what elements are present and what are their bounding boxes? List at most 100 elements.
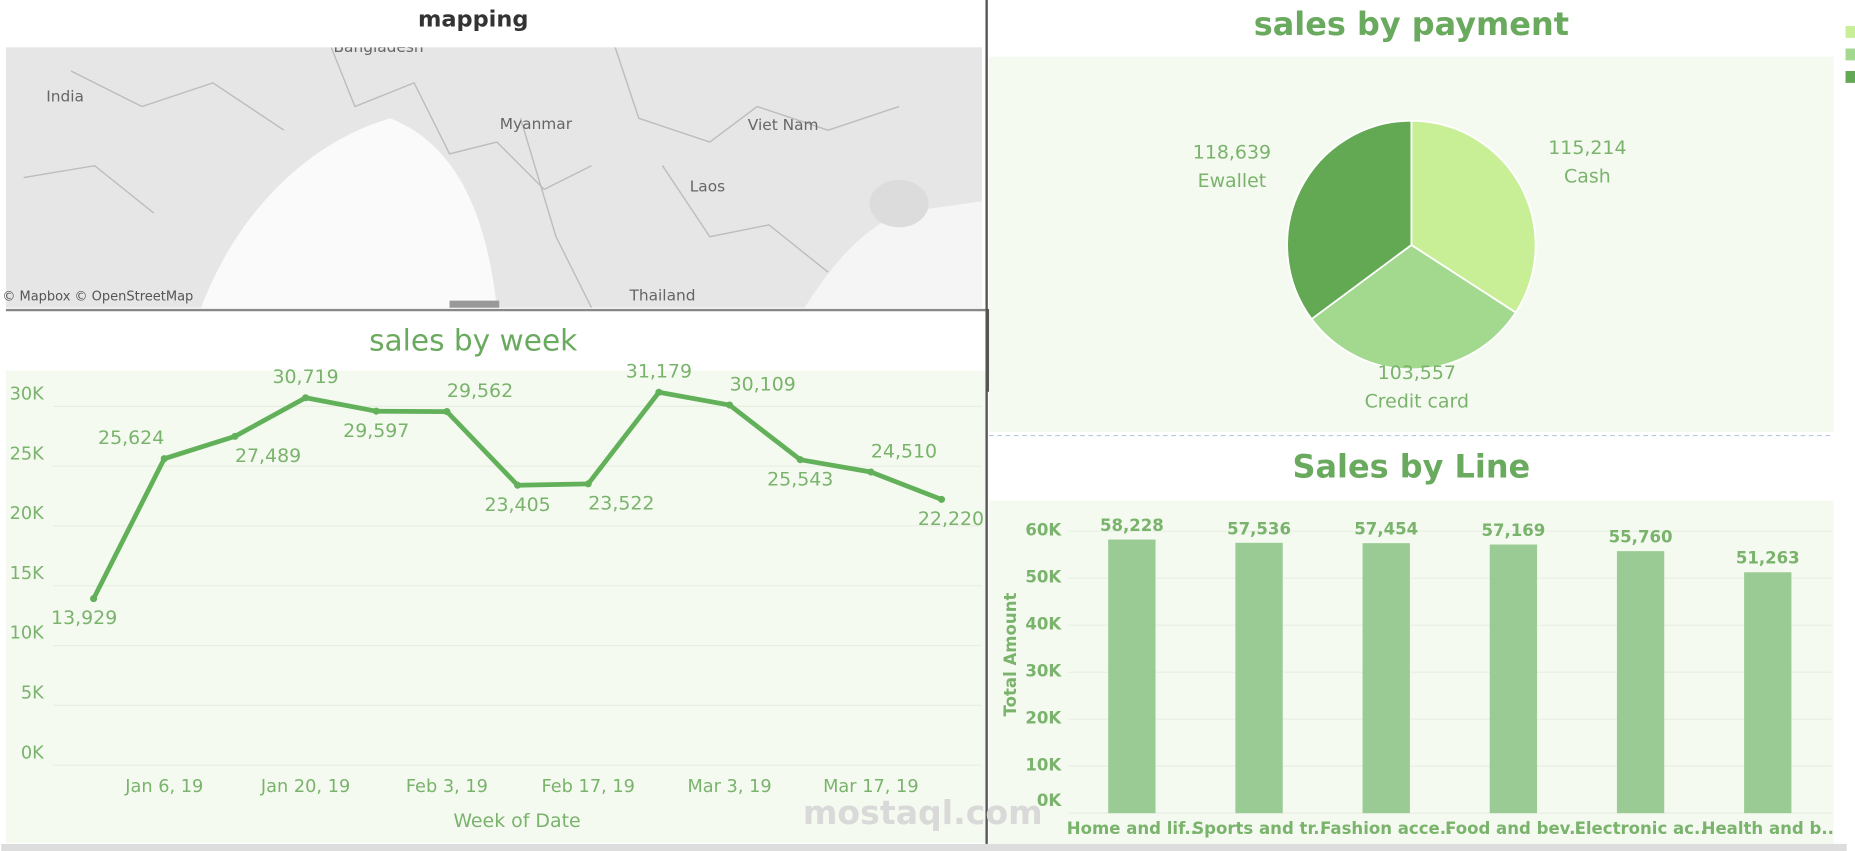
- x-tick-label: Feb 3, 19: [406, 777, 488, 797]
- data-label: 29,562: [447, 380, 513, 402]
- x-tick-label: Jan 20, 19: [260, 777, 350, 797]
- sea: [201, 118, 497, 308]
- y-tick-label: 30K: [1025, 662, 1062, 681]
- chart-title: Sales by Line: [1292, 448, 1530, 486]
- x-tick-label: Electronic ac..: [1575, 819, 1707, 838]
- x-tick-label: Mar 3, 19: [687, 777, 771, 797]
- pie-label: Cash: [1564, 165, 1611, 187]
- data-label: 24,510: [871, 440, 937, 462]
- data-label: 58,228: [1100, 516, 1164, 535]
- map-label: Bangladesh: [334, 38, 424, 56]
- legend-swatch: [1845, 26, 1855, 38]
- map-label: Thailand: [628, 286, 695, 304]
- y-tick-label: 15K: [10, 564, 45, 584]
- x-tick-label: Feb 17, 19: [542, 777, 635, 797]
- pie-slice: [1286, 119, 1413, 321]
- pie-value: 115,214: [1548, 137, 1626, 159]
- scrollbar[interactable]: [1, 843, 1847, 851]
- data-label: 57,169: [1481, 521, 1545, 540]
- bar: [1362, 543, 1410, 814]
- sea: [804, 201, 982, 308]
- pie-label: Credit card: [1365, 390, 1469, 412]
- chart-title: sales by payment: [1254, 5, 1569, 43]
- data-label: 25,624: [98, 427, 164, 449]
- y-tick-label: 30K: [10, 385, 45, 405]
- bar: [1108, 539, 1156, 814]
- watermark: mostaql.com: [803, 793, 1043, 832]
- point: [231, 432, 239, 440]
- borders: [23, 47, 900, 308]
- y-tick-label: 0K: [1037, 791, 1063, 810]
- bar: [1744, 572, 1792, 814]
- legend-swatch: [1845, 48, 1855, 61]
- y-tick-label: 5K: [21, 684, 44, 704]
- map-labels: India Bangladesh Myanmar Viet Nam Laos Thaila…: [46, 38, 819, 304]
- bar: [1616, 551, 1665, 814]
- data-label: 57,454: [1354, 520, 1418, 539]
- point: [584, 480, 592, 488]
- y-tick-label: 40K: [1025, 615, 1062, 634]
- data-label: 27,489: [235, 445, 301, 467]
- map-attribution: © Mapbox © OpenStreetMap: [2, 290, 193, 305]
- y-tick-label: 60K: [1025, 521, 1062, 540]
- x-tick-label: Mar 17, 19: [823, 777, 918, 797]
- bar: [1489, 544, 1538, 814]
- y-tick-label: 50K: [1025, 568, 1062, 587]
- point: [302, 394, 310, 402]
- map-shapes: [23, 47, 982, 308]
- y-tick-label: 10K: [1025, 756, 1062, 775]
- point: [514, 481, 522, 489]
- x-tick-label: Fashion acce..: [1320, 819, 1452, 838]
- x-axis-label: Week of Date: [453, 810, 580, 832]
- point: [443, 408, 451, 416]
- data-label: 57,536: [1227, 519, 1291, 538]
- y-tick-label: 20K: [10, 504, 45, 524]
- point: [160, 455, 168, 463]
- pie-label: Ewallet: [1198, 170, 1267, 192]
- x-tick-label: Home and lif..: [1067, 819, 1197, 838]
- data-label: 13,929: [51, 607, 117, 629]
- point: [867, 468, 875, 476]
- y-axis-label: Total Amount: [1001, 592, 1020, 716]
- data-label: 22,220: [918, 508, 984, 530]
- legend-swatch: [1845, 71, 1855, 83]
- map-label: Viet Nam: [748, 116, 819, 134]
- y-tick-label: 10K: [10, 624, 45, 644]
- data-label: 31,179: [626, 361, 692, 383]
- island: [869, 179, 929, 228]
- plot-bg: [5, 370, 986, 843]
- data-label: 25,543: [767, 468, 833, 490]
- pie-slice: [1310, 243, 1517, 371]
- map-label: India: [46, 88, 84, 106]
- point: [937, 495, 946, 503]
- y-tick-label: 25K: [10, 444, 45, 464]
- map-title: mapping: [418, 7, 529, 33]
- resize-handle[interactable]: [449, 300, 500, 308]
- data-label: 23,522: [588, 492, 654, 514]
- data-label: 30,719: [272, 366, 338, 388]
- bar: [1235, 542, 1283, 814]
- chart-title: sales by week: [369, 324, 578, 358]
- y-tick-label: 0K: [21, 743, 44, 763]
- data-label: 30,109: [730, 373, 796, 395]
- y-tick-label: 20K: [1025, 709, 1062, 728]
- data-label: 55,760: [1609, 528, 1673, 547]
- point: [372, 407, 380, 415]
- map-label: Laos: [690, 178, 725, 196]
- point: [655, 388, 663, 396]
- x-tick-label: Sports and tr..: [1192, 819, 1326, 838]
- point: [90, 595, 98, 603]
- x-tick-label: Food and bev..: [1445, 819, 1582, 838]
- x-tick-label: Health and b..: [1702, 819, 1834, 838]
- data-label: 23,405: [484, 494, 550, 516]
- point: [726, 401, 734, 409]
- point: [796, 456, 804, 464]
- pie-value: 103,557: [1378, 362, 1456, 384]
- pie-value: 118,639: [1193, 141, 1271, 163]
- data-label: 29,597: [343, 420, 409, 442]
- data-label: 51,263: [1736, 549, 1800, 568]
- map-label: Myanmar: [500, 115, 573, 133]
- x-tick-label: Jan 6, 19: [124, 777, 203, 797]
